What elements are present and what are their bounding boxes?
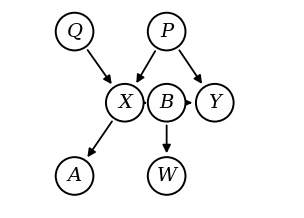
Circle shape bbox=[148, 13, 185, 50]
Text: Q: Q bbox=[67, 23, 83, 41]
Circle shape bbox=[106, 84, 143, 122]
Circle shape bbox=[148, 84, 185, 122]
Circle shape bbox=[148, 157, 185, 195]
Text: P: P bbox=[160, 23, 173, 41]
Circle shape bbox=[56, 13, 93, 50]
Circle shape bbox=[56, 157, 93, 195]
Text: A: A bbox=[67, 167, 82, 185]
Text: W: W bbox=[157, 167, 177, 185]
Text: Y: Y bbox=[208, 94, 221, 112]
Circle shape bbox=[196, 84, 233, 122]
Text: B: B bbox=[160, 94, 174, 112]
Text: X: X bbox=[118, 94, 132, 112]
